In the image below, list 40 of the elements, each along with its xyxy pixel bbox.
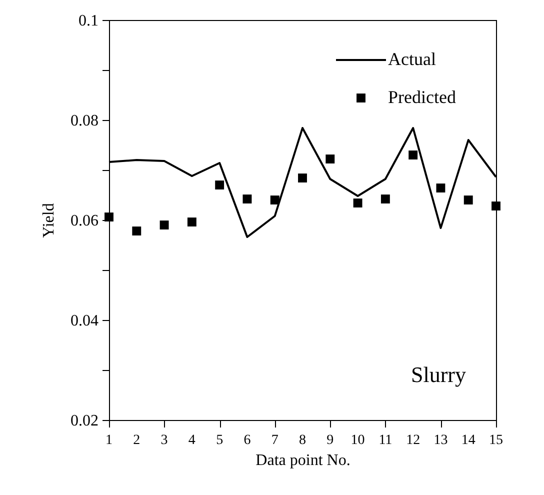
- x-tick-label: 4: [188, 433, 196, 448]
- y-tick-label: 0.08: [70, 112, 98, 130]
- point: [464, 196, 473, 204]
- point: [104, 212, 114, 222]
- x-tick-label: 1: [106, 433, 112, 448]
- point: [353, 198, 362, 208]
- point: [160, 220, 169, 230]
- x-axis-title: Data point No.: [256, 452, 350, 469]
- x-tick-label: 10: [350, 433, 365, 448]
- point: [298, 174, 307, 182]
- point: [187, 218, 196, 226]
- x-tick-label: 3: [160, 433, 168, 448]
- x-tick-label: 2: [133, 433, 140, 448]
- x-tick-label: 14: [461, 433, 476, 448]
- x-tick-label: 5: [216, 433, 224, 448]
- x-tick-label: 11: [378, 433, 392, 448]
- x-tick-label: 15: [489, 433, 503, 448]
- point: [270, 196, 280, 204]
- point: [380, 194, 390, 204]
- point: [408, 150, 418, 160]
- x-tick-label: 13: [434, 433, 448, 448]
- point: [436, 184, 446, 192]
- legend-label: Predicted: [388, 87, 456, 107]
- point: [326, 154, 335, 164]
- point: [132, 226, 142, 236]
- y-tick-label: 0.02: [70, 412, 98, 430]
- x-tick-label: 7: [271, 433, 278, 448]
- annotation: Slurry: [411, 362, 466, 387]
- x-tick-label: 6: [244, 433, 251, 448]
- x-tick-label: 8: [299, 433, 306, 448]
- point: [492, 202, 500, 210]
- y-tick-label: 0.1: [78, 12, 98, 30]
- y-axis-title: Yield: [40, 203, 58, 238]
- y-tick-label: 0.04: [70, 312, 98, 330]
- legend-label: Actual: [388, 49, 436, 69]
- y-tick-label: 0.06: [70, 212, 98, 230]
- x-tick-label: 12: [406, 433, 420, 448]
- point: [215, 180, 224, 190]
- x-tick-label: 9: [326, 433, 334, 448]
- point: [242, 194, 252, 204]
